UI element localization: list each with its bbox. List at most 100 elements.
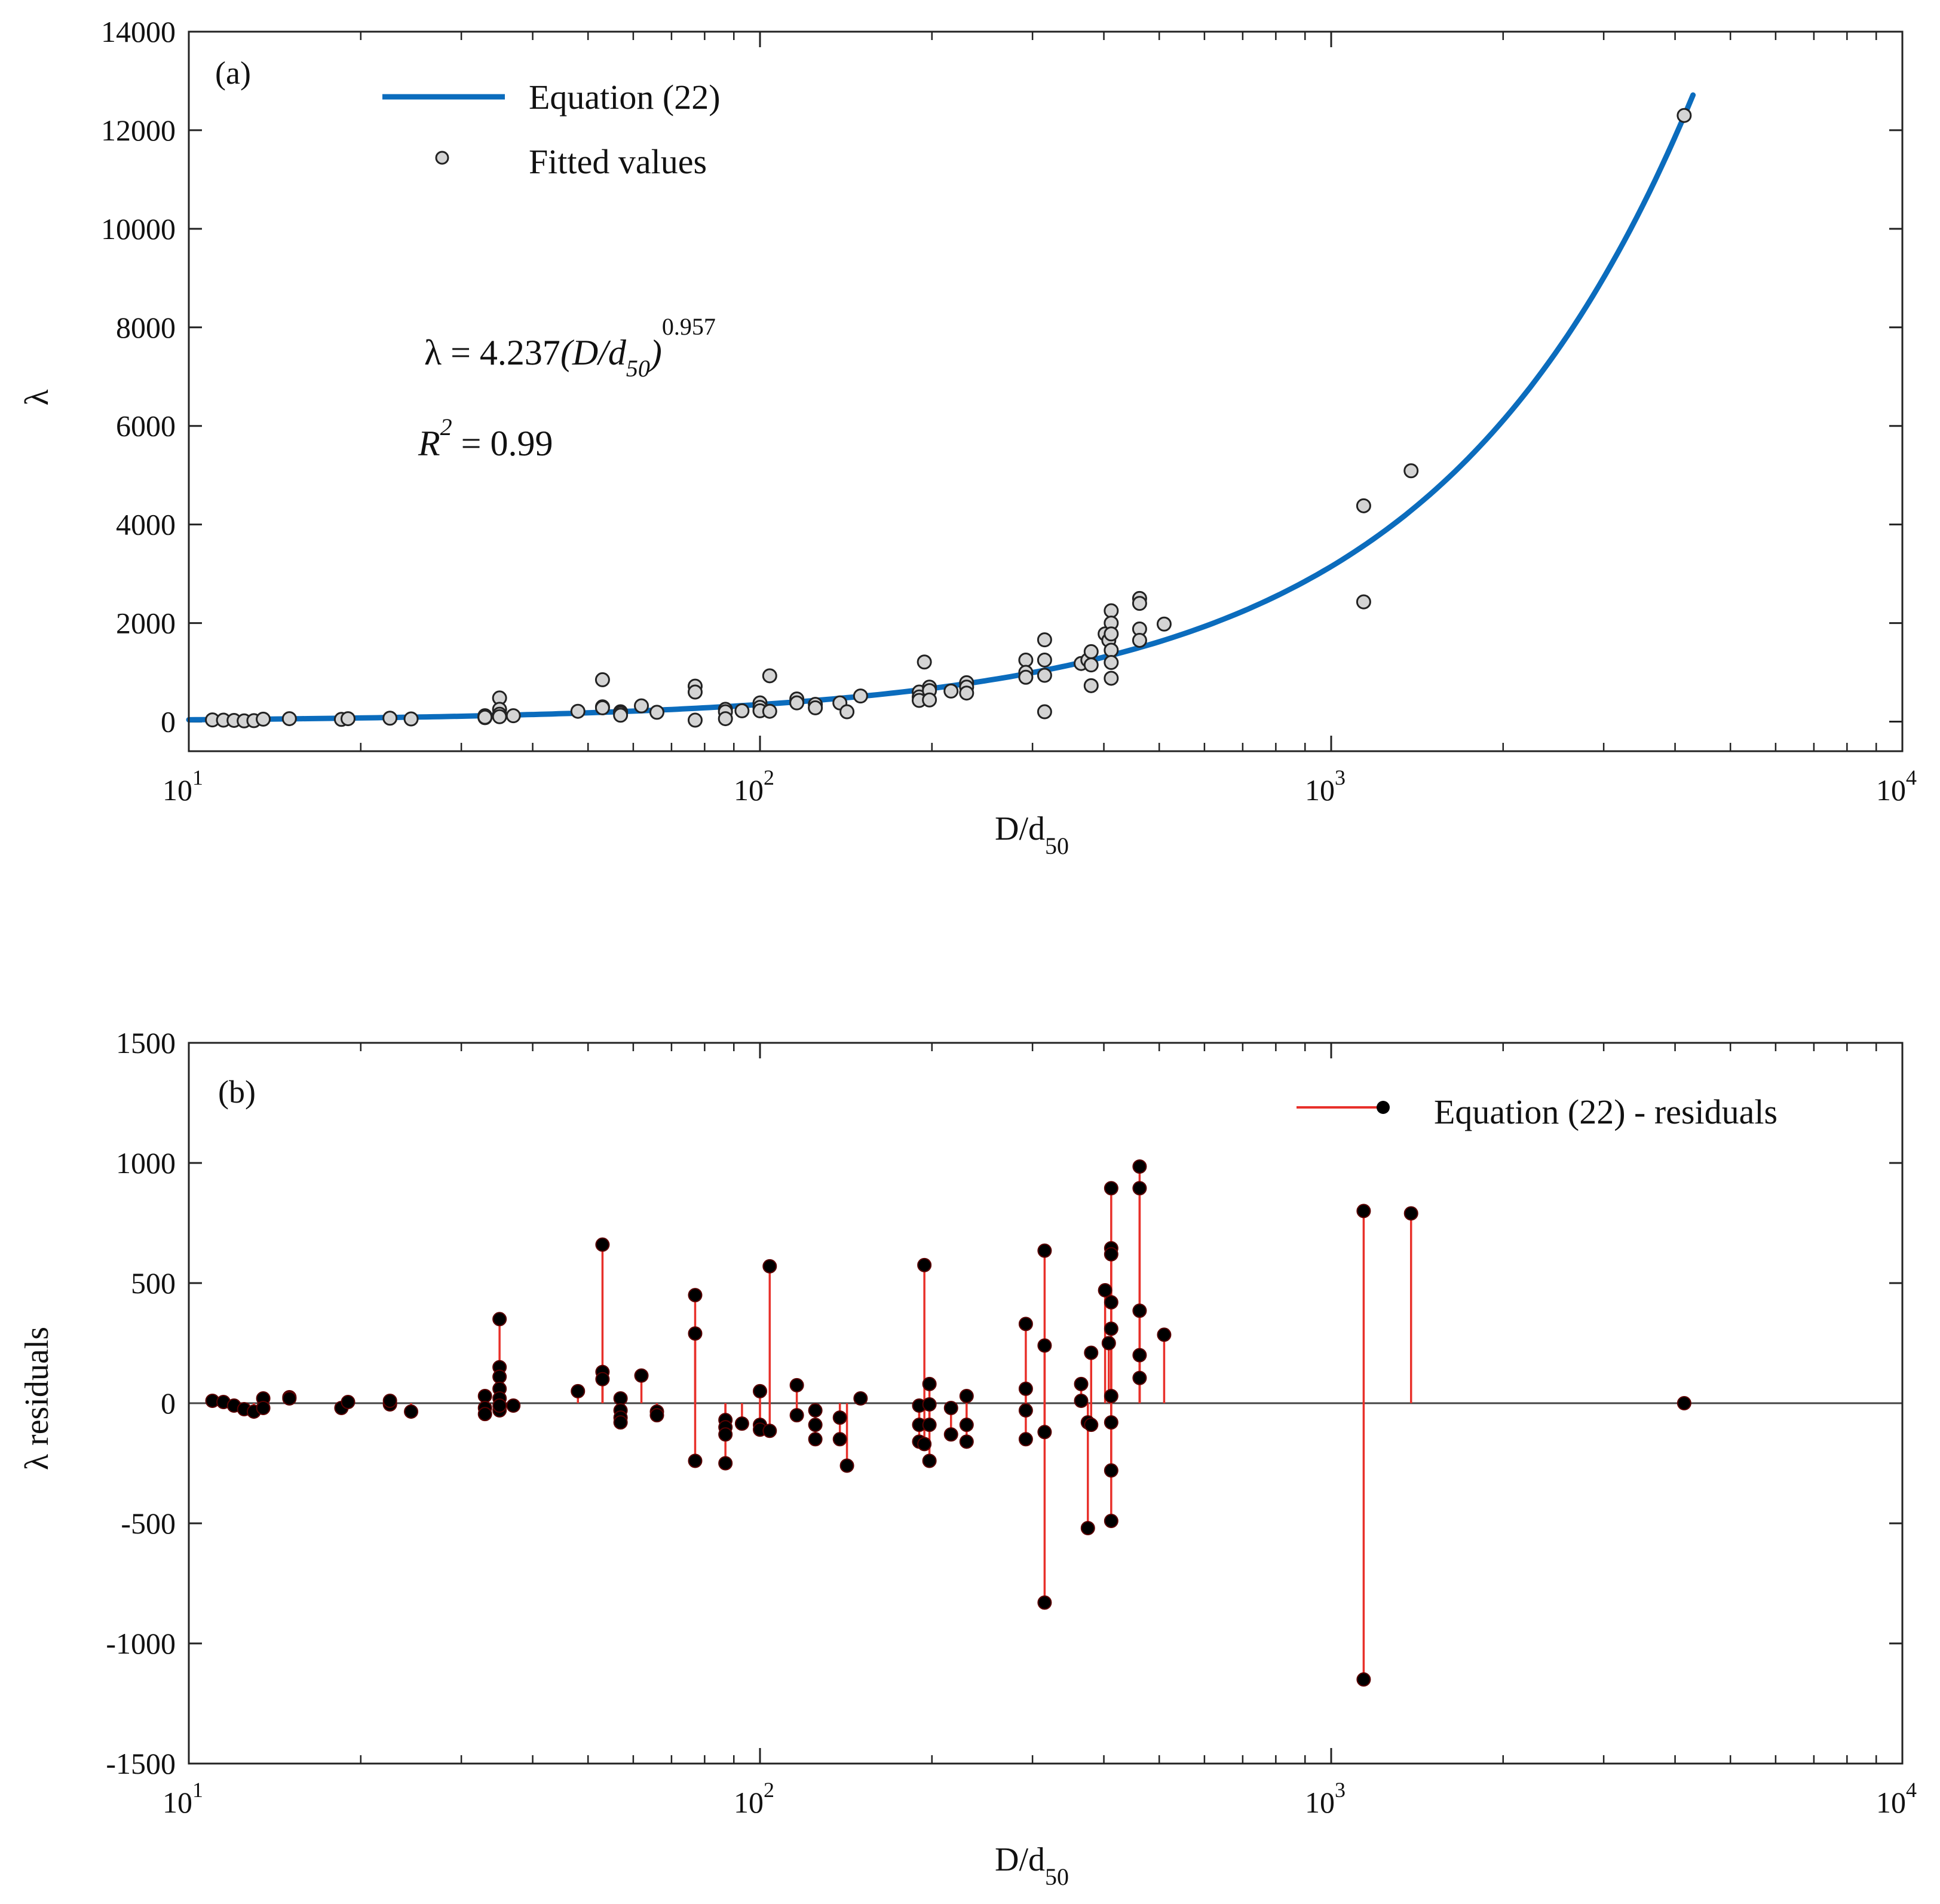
panel-a-x-tick-labels: 101 102 103 104 <box>163 766 1917 807</box>
y-tick-label: 0 <box>161 1386 176 1420</box>
residual-point <box>1018 1317 1033 1331</box>
panel-b-plot-area <box>189 1159 1902 1687</box>
fitted-value-point <box>613 708 629 723</box>
x-tick-label: 102 <box>734 1778 774 1819</box>
residual-point <box>734 1416 749 1431</box>
residual-point <box>832 1432 847 1447</box>
fitted-value-point <box>594 700 610 715</box>
residual-point <box>1037 1595 1052 1610</box>
fitted-value-point <box>1018 669 1034 685</box>
residual-point <box>943 1401 958 1416</box>
fitted-value-point <box>687 684 703 700</box>
residual-point <box>256 1401 271 1416</box>
residual-point <box>492 1369 507 1384</box>
y-tick-label: 4000 <box>116 508 176 541</box>
residual-point <box>718 1456 733 1471</box>
residual-point <box>492 1398 507 1413</box>
panel-a-x-title-sub: 50 <box>1045 832 1069 859</box>
fitted-value-point <box>762 668 777 684</box>
residual-point <box>753 1383 767 1398</box>
residual-point <box>917 1257 932 1272</box>
fitted-value-point <box>808 700 823 715</box>
fitted-value-point <box>762 703 777 719</box>
y-tick-label: -1500 <box>106 1747 176 1780</box>
fitted-value-point <box>505 708 521 724</box>
fitted-value-point <box>1083 678 1099 693</box>
residual-point <box>1132 1159 1147 1174</box>
y-tick-label: 0 <box>161 705 176 739</box>
residual-point <box>1101 1336 1116 1351</box>
residual-point <box>649 1408 664 1423</box>
residual-point <box>1132 1303 1147 1318</box>
r-squared-R: R <box>418 424 440 463</box>
residual-point <box>1132 1348 1147 1363</box>
residual-point <box>922 1397 937 1412</box>
residual-point <box>1074 1393 1089 1408</box>
panel-a-label: (a) <box>215 55 251 91</box>
residual-point <box>1132 1370 1147 1385</box>
residual-point <box>506 1398 521 1413</box>
fitted-value-point <box>1037 704 1052 720</box>
residual-point <box>1084 1418 1099 1432</box>
fitted-value-point <box>649 705 664 720</box>
residual-point <box>404 1404 419 1419</box>
residual-point <box>959 1434 974 1449</box>
fitted-value-point <box>1356 498 1371 513</box>
fitted-value-point <box>789 695 805 711</box>
x-tick-label: 102 <box>734 766 774 807</box>
fitted-value-point <box>1104 603 1119 619</box>
panel-a-frame <box>188 30 1904 752</box>
fitted-value-point <box>1018 652 1034 668</box>
equation-text: λ = 4.237(D/d50)0.957 <box>424 313 716 382</box>
panel-b-y-tick-labels: -1500 -1000 -500 0 500 1000 1500 <box>106 1026 176 1780</box>
residual-point <box>1074 1376 1089 1391</box>
fitted-value-point <box>1037 668 1052 683</box>
x-tick-label: 104 <box>1876 766 1917 807</box>
x-tick-label: 103 <box>1305 1778 1346 1819</box>
residual-point <box>1104 1181 1118 1196</box>
residual-point <box>634 1368 649 1383</box>
residual-point <box>1084 1345 1099 1360</box>
residual-point <box>808 1418 823 1432</box>
residual-point <box>917 1437 932 1452</box>
residual-point <box>1157 1327 1172 1342</box>
panel-a-plot-area <box>186 92 1696 728</box>
residual-point <box>613 1415 628 1430</box>
x-tick-label: 101 <box>163 766 203 807</box>
residual-point <box>477 1407 492 1422</box>
residual-point <box>492 1312 507 1327</box>
fitted-value-point <box>1156 616 1172 632</box>
fitted-value-point <box>594 672 610 687</box>
residual-point <box>477 1388 492 1403</box>
residual-point <box>1104 1513 1118 1528</box>
residual-point <box>282 1391 297 1406</box>
fitted-value-point <box>922 692 937 708</box>
legend-points-label: Fitted values <box>529 142 707 181</box>
y-tick-label: 14000 <box>101 15 176 48</box>
y-tick-label: 500 <box>131 1266 176 1300</box>
fitted-value-point <box>1132 596 1147 611</box>
y-tick-label: 10000 <box>101 212 176 246</box>
fitted-value-point <box>1104 655 1119 671</box>
y-tick-label: 8000 <box>116 311 176 344</box>
panel-a-legend: Equation (22) Fitted values <box>382 78 721 181</box>
y-tick-label: -1000 <box>106 1627 176 1660</box>
panel-b-x-axis-title: D/d50 <box>995 1841 1069 1890</box>
panel-b-legend: Equation (22) - residuals <box>1297 1092 1777 1131</box>
y-tick-label: 2000 <box>116 607 176 640</box>
residual-point <box>922 1418 937 1432</box>
legend-marker-swatch <box>435 151 449 165</box>
residual-point <box>341 1394 355 1409</box>
residual-point <box>595 1372 610 1386</box>
r-squared-text: R2 = 0.99 <box>418 414 553 463</box>
panel-a-y-axis-title: λ <box>19 389 56 405</box>
residual-point <box>762 1259 777 1274</box>
panel-b-x-tick-labels: 101 102 103 104 <box>163 1778 1917 1819</box>
residual-point <box>922 1453 937 1468</box>
residual-point <box>808 1403 823 1418</box>
residual-point <box>1132 1181 1147 1196</box>
residual-point <box>1104 1463 1118 1478</box>
fitted-value-point <box>477 709 493 725</box>
